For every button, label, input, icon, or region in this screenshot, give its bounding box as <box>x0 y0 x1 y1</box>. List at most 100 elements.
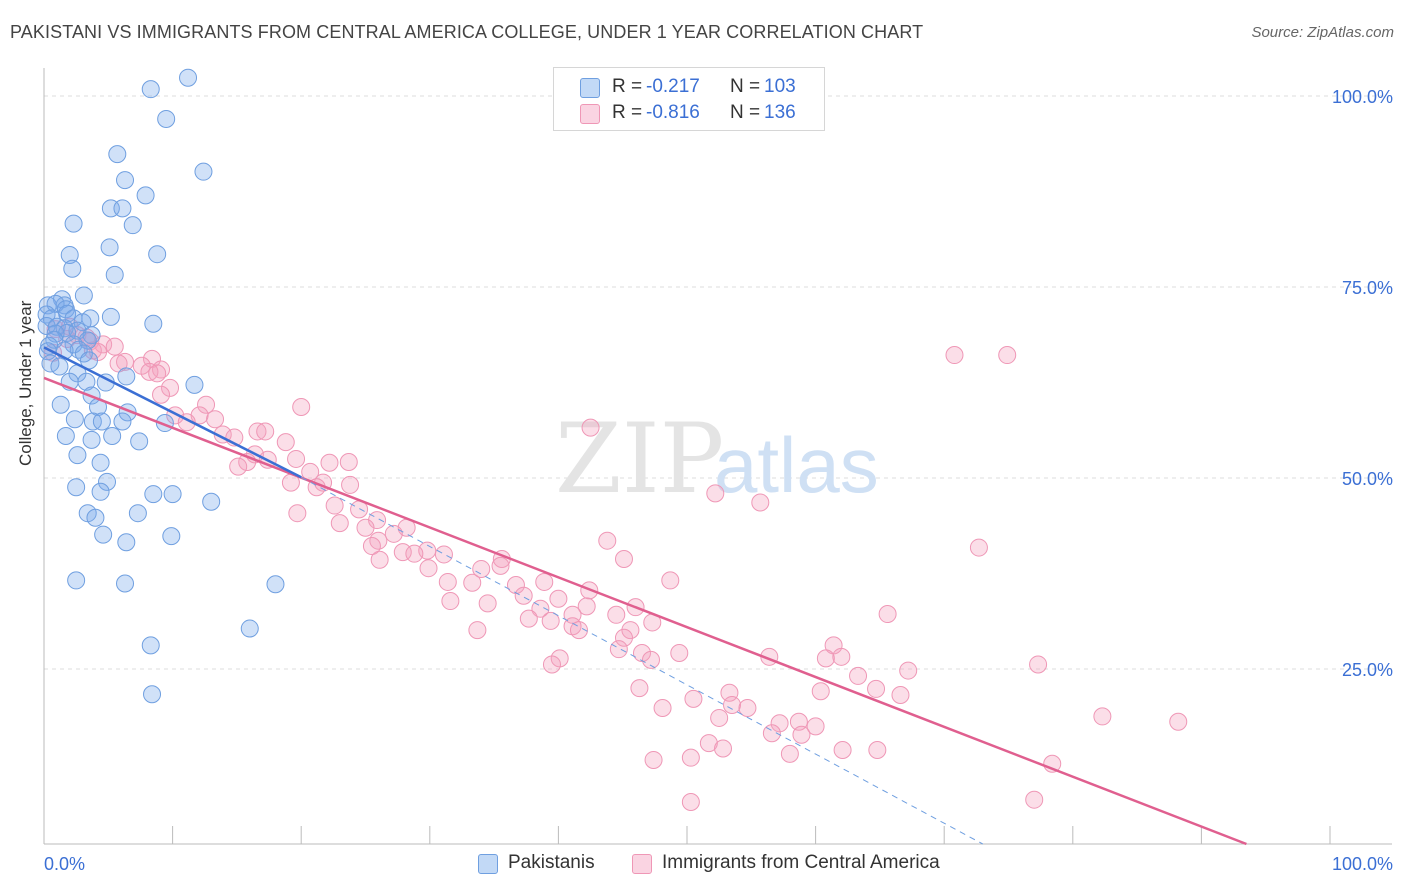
gridlines <box>44 95 1392 670</box>
central-america-point <box>609 640 628 659</box>
central-america-point <box>832 647 851 666</box>
pakistani-point <box>194 162 213 181</box>
central-america-point <box>1025 790 1044 809</box>
central-america-point <box>438 572 457 591</box>
central-america-point <box>661 571 680 590</box>
central-america-point <box>393 543 412 562</box>
pakistani-point <box>157 109 176 128</box>
central-america-point <box>641 650 660 669</box>
central-america-point <box>770 714 789 733</box>
central-america-point <box>849 666 868 685</box>
central-america-point <box>816 649 835 668</box>
pakistani-point <box>65 410 84 429</box>
central-america-point <box>519 609 538 628</box>
central-america-point <box>468 621 487 640</box>
legend-swatch-pink <box>580 104 600 124</box>
central-america-point <box>325 496 344 515</box>
pakistani-point <box>117 533 136 552</box>
central-america-point <box>569 621 588 640</box>
legend-n-value: 103 <box>764 76 796 97</box>
trend-lines <box>43 346 1247 846</box>
pakistani-point <box>91 482 110 501</box>
central-america-point <box>614 550 633 569</box>
legend-r-value: -0.816 <box>646 102 700 123</box>
central-america-point <box>341 475 360 494</box>
pakistani-point <box>91 453 110 472</box>
central-america-point <box>370 550 389 569</box>
pakistani-point <box>103 427 122 446</box>
central-america-point <box>867 679 886 698</box>
source-label: Source: ZipAtlas.com <box>1251 24 1394 41</box>
pakistani-point <box>60 245 79 264</box>
central-america-point <box>229 457 248 476</box>
pakistani-point <box>98 472 117 491</box>
central-america-point <box>751 493 770 512</box>
y-tick-label: 50.0% <box>1342 469 1393 489</box>
central-america-point <box>833 741 852 760</box>
pakistani-point <box>83 412 102 431</box>
central-america-point <box>384 524 403 543</box>
central-america-point <box>598 531 617 550</box>
central-america-point <box>644 750 663 769</box>
legend-n-value: 136 <box>764 102 796 123</box>
pakistani-point <box>92 412 111 431</box>
central-america-point <box>330 514 349 533</box>
central-america-point <box>681 792 700 811</box>
central-america-point <box>287 449 306 468</box>
central-america-point <box>549 589 568 608</box>
central-america-point <box>621 621 640 640</box>
y-axis-label: College, Under 1 year <box>16 300 35 466</box>
central-america-point <box>632 644 651 662</box>
watermark-atlas: atlas <box>714 421 879 509</box>
central-america-point <box>206 410 225 429</box>
central-america-point <box>738 699 757 718</box>
central-america-trend-line <box>43 376 1247 846</box>
legend-swatch-blue <box>580 78 600 98</box>
central-america-point <box>969 538 988 557</box>
pakistani-point <box>67 478 86 497</box>
pakistani-point <box>67 571 86 590</box>
pakistani-point <box>117 367 136 386</box>
pakistani-point <box>141 636 160 655</box>
pakistani-point <box>64 214 83 233</box>
legend-r-label: R = <box>612 76 643 97</box>
central-america-point <box>792 725 811 744</box>
pakistani-point <box>202 492 221 511</box>
pakistani-point <box>50 357 69 376</box>
central-america-point <box>356 518 375 537</box>
central-america-point <box>339 453 358 471</box>
central-america-point <box>998 346 1017 365</box>
y-tick-label: 75.0% <box>1342 278 1393 298</box>
legend-r-value: -0.217 <box>646 76 700 97</box>
central-america-point <box>607 605 626 624</box>
pakistani-point <box>136 186 155 205</box>
legend-n-label: N = <box>730 76 761 97</box>
central-america-point <box>491 556 510 575</box>
pakistani-point <box>51 395 70 414</box>
chart-title: PAKISTANI VS IMMIGRANTS FROM CENTRAL AME… <box>10 22 924 42</box>
tick-labels: 25.0% 50.0% 75.0% 100.0% 0.0% 100.0% <box>44 87 1393 874</box>
central-america-point <box>762 724 781 743</box>
central-america-point <box>699 734 718 753</box>
central-america-point <box>681 748 700 767</box>
pakistani-point <box>179 68 198 87</box>
pakistani-point <box>113 412 132 431</box>
central-america-point <box>105 337 124 356</box>
pakistani-point <box>108 145 127 164</box>
y-tick-label: 25.0% <box>1342 660 1393 680</box>
central-america-point <box>161 378 180 397</box>
pakistani-point <box>141 80 160 99</box>
legend-series-name: Pakistanis <box>508 852 595 873</box>
pakistani-point <box>86 508 105 527</box>
central-america-point <box>714 739 733 758</box>
pakistani-point <box>116 574 135 593</box>
pakistani-point <box>143 685 162 704</box>
central-america-point <box>276 433 295 452</box>
pakistani-trend-line <box>43 346 302 479</box>
legend-r-label: R = <box>612 102 643 123</box>
pakistani-point <box>163 485 182 504</box>
central-america-point <box>670 644 689 662</box>
pakistani-point <box>94 525 113 544</box>
central-america-point <box>1029 655 1048 674</box>
axes <box>43 68 1392 845</box>
